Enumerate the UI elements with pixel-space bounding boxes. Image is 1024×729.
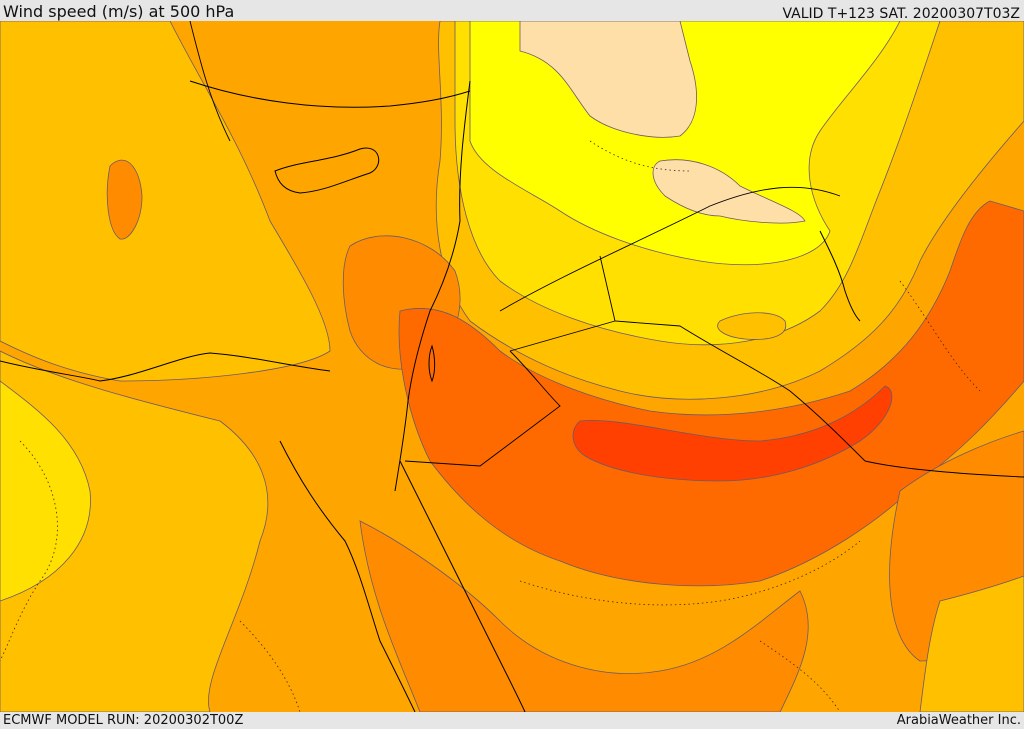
coastline-red-sea-west (279, 440, 416, 712)
dotted-contour-1 (0, 440, 58, 662)
orange-patch-mediterranean (106, 159, 143, 240)
dark-orange-jet-band (398, 200, 1024, 587)
border-egypt-libya (189, 21, 231, 142)
coastline-levant (394, 80, 471, 492)
border-syria-iraq (499, 186, 841, 312)
wind-speed-map (0, 21, 1024, 712)
coastline-north-africa (0, 352, 331, 382)
yellow-zone-southwest (0, 380, 91, 602)
valid-time-label: VALID T+123 SAT. 20200307T03Z (782, 6, 1020, 22)
credit-label: ArabiaWeather Inc. (896, 713, 1021, 728)
political-borders (189, 21, 1024, 478)
light-yellow-patch-east (717, 312, 787, 340)
dotted-contour-2 (519, 540, 861, 606)
very-light-zone-jordan (652, 159, 806, 224)
coastline-dead-sea (428, 344, 436, 383)
border-jordan-saudi (404, 320, 616, 467)
dotted-contours (0, 140, 981, 712)
amber-zone-west (0, 21, 331, 382)
map-title: Wind speed (m/s) at 500 hPa (3, 2, 235, 21)
map-header: Wind speed (m/s) at 500 hPa VALID T+123 … (0, 0, 1024, 22)
model-run-label: ECMWF MODEL RUN: 20200302T00Z (3, 713, 244, 728)
dotted-contour-6 (899, 280, 981, 392)
coastlines (0, 80, 861, 712)
map-footer: ECMWF MODEL RUN: 20200302T00Z ArabiaWeat… (0, 712, 1024, 729)
coastline-turkey (189, 80, 471, 108)
dotted-contour-3 (239, 620, 301, 712)
amber-zone-southeast (919, 575, 1024, 712)
coastline-red-sea-east (399, 460, 526, 712)
map-canvas (0, 21, 1024, 712)
very-light-zone-north (519, 21, 697, 138)
jet-core-red (572, 385, 893, 482)
coastline-persian-gulf (819, 230, 861, 322)
border-jordan-iraq (599, 255, 866, 462)
orange-zone-south (359, 520, 809, 712)
coastline-cyprus (274, 147, 380, 194)
border-saudi-iraq (864, 460, 1024, 478)
